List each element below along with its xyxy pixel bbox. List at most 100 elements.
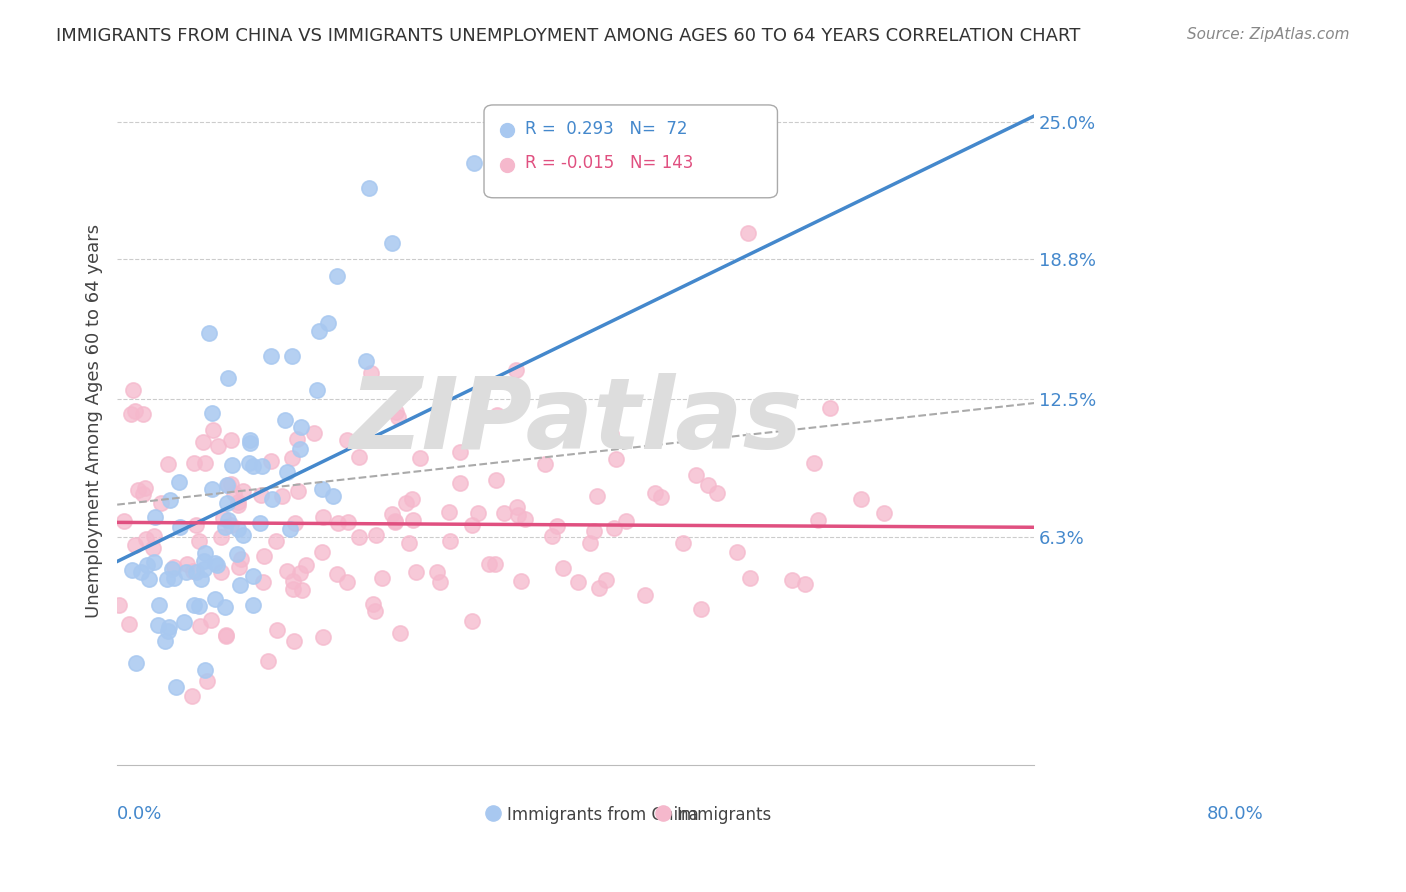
- Point: [231, 551, 253, 566]
- Point: [186, 518, 208, 533]
- Point: [120, 407, 142, 421]
- Point: [541, 528, 564, 542]
- Point: [794, 577, 817, 591]
- Point: [173, 615, 195, 630]
- Point: [190, 572, 212, 586]
- Point: [217, 478, 239, 492]
- Point: [214, 628, 236, 642]
- Point: [124, 403, 146, 417]
- Point: [204, 591, 226, 606]
- Point: [217, 513, 239, 527]
- Point: [401, 491, 423, 506]
- Point: [276, 564, 298, 578]
- Point: [142, 541, 165, 555]
- Point: [183, 598, 205, 612]
- Point: [849, 492, 872, 507]
- Point: [316, 316, 339, 330]
- Point: [364, 527, 387, 541]
- Point: [281, 450, 304, 465]
- Point: [228, 495, 250, 509]
- Point: [219, 433, 242, 447]
- Point: [222, 485, 245, 500]
- Point: [226, 548, 249, 562]
- Text: R = -0.015   N= 143: R = -0.015 N= 143: [526, 154, 693, 172]
- Point: [534, 457, 557, 471]
- Point: [194, 664, 217, 678]
- Point: [232, 483, 254, 498]
- Point: [354, 354, 377, 368]
- Point: [239, 433, 262, 447]
- Point: [226, 522, 249, 536]
- Text: ZIPatlas: ZIPatlas: [349, 373, 803, 470]
- Point: [515, 512, 537, 526]
- Point: [212, 511, 235, 525]
- Point: [283, 574, 305, 588]
- Point: [672, 536, 695, 550]
- Point: [155, 633, 177, 648]
- Point: [250, 459, 273, 474]
- Point: [214, 520, 236, 534]
- Point: [336, 575, 359, 590]
- Point: [239, 436, 262, 450]
- Text: R =  0.293   N=  72: R = 0.293 N= 72: [526, 120, 688, 138]
- Point: [221, 477, 243, 491]
- Point: [200, 613, 222, 627]
- Point: [322, 489, 344, 503]
- Point: [156, 572, 179, 586]
- Text: 0.0%: 0.0%: [117, 805, 163, 823]
- Point: [398, 536, 420, 550]
- Point: [264, 534, 287, 549]
- Point: [242, 569, 264, 583]
- Point: [187, 533, 209, 548]
- Point: [360, 366, 382, 380]
- Point: [209, 565, 232, 579]
- Point: [221, 458, 243, 472]
- Point: [280, 349, 302, 363]
- Point: [183, 456, 205, 470]
- Point: [159, 492, 181, 507]
- Point: [385, 404, 408, 418]
- Point: [180, 689, 202, 703]
- Point: [485, 473, 508, 487]
- Point: [567, 575, 589, 590]
- Point: [284, 516, 307, 530]
- Text: 80.0%: 80.0%: [1206, 805, 1264, 823]
- Point: [614, 514, 637, 528]
- Point: [209, 530, 232, 544]
- Point: [149, 496, 172, 510]
- Point: [274, 413, 297, 427]
- Point: [217, 371, 239, 385]
- Point: [509, 574, 531, 588]
- Point: [157, 458, 180, 472]
- Point: [214, 629, 236, 643]
- Point: [143, 510, 166, 524]
- Point: [384, 515, 406, 529]
- Point: [181, 564, 204, 578]
- Text: Immigrants: Immigrants: [676, 805, 772, 823]
- Point: [308, 324, 330, 338]
- Point: [169, 520, 191, 534]
- Point: [359, 181, 381, 195]
- Point: [426, 565, 449, 579]
- Point: [197, 673, 219, 688]
- Point: [146, 618, 169, 632]
- Point: [579, 536, 602, 550]
- Point: [122, 383, 145, 397]
- Point: [143, 555, 166, 569]
- Point: [256, 654, 278, 668]
- Point: [405, 566, 427, 580]
- Point: [290, 566, 312, 580]
- Point: [307, 383, 329, 397]
- Point: [176, 565, 198, 579]
- Point: [463, 156, 485, 170]
- Point: [259, 454, 281, 468]
- Point: [201, 406, 224, 420]
- Point: [478, 557, 501, 571]
- Point: [194, 546, 217, 560]
- Point: [336, 515, 359, 529]
- FancyBboxPatch shape: [484, 105, 778, 198]
- Point: [492, 506, 515, 520]
- Point: [787, 824, 810, 838]
- Point: [132, 487, 155, 501]
- Point: [685, 467, 707, 482]
